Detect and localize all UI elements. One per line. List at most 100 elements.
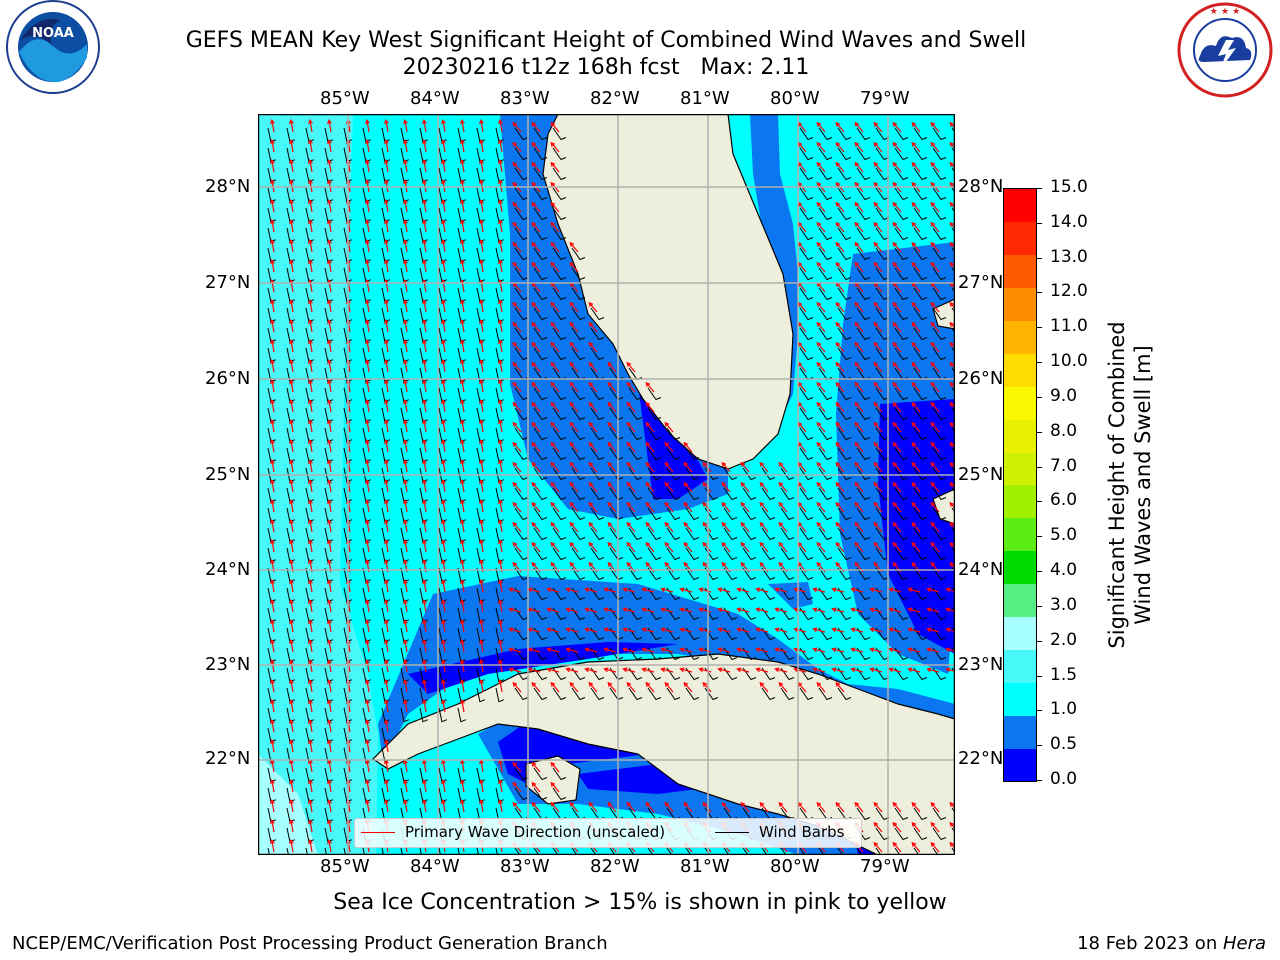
wave-direction-arrow: [588, 441, 598, 453]
wave-direction-arrow: [911, 481, 921, 493]
wave-direction-arrow: [498, 198, 503, 213]
wave-direction-arrow: [702, 501, 712, 513]
wind-barb: [647, 667, 662, 681]
wind-barb: [267, 847, 270, 855]
wave-direction-arrow: [873, 141, 883, 153]
wind-barb: [552, 387, 567, 401]
wind-barb: [780, 687, 795, 701]
wave-direction-arrow: [327, 118, 332, 133]
wave-direction-arrow: [512, 761, 522, 773]
wave-direction-arrow: [441, 498, 446, 513]
wave-direction-arrow: [892, 841, 902, 853]
wave-direction-arrow: [550, 761, 560, 773]
wind-barb: [457, 707, 467, 723]
wind-barb: [856, 547, 871, 561]
wave-direction-arrow: [308, 598, 313, 613]
wave-direction-arrow: [607, 361, 617, 373]
wave-direction-arrow: [498, 218, 503, 233]
wind-barb: [419, 707, 429, 723]
wave-direction-arrow: [441, 338, 446, 353]
wind-barb: [552, 647, 567, 661]
wave-direction-arrow: [721, 481, 731, 493]
wave-direction-arrow: [441, 158, 446, 173]
wind-barb: [552, 247, 567, 261]
wave-direction-arrow: [289, 718, 294, 733]
wind-barb: [932, 247, 947, 261]
wind-barb: [799, 407, 814, 421]
wave-direction-arrow: [384, 198, 389, 213]
wave-direction-arrow: [270, 718, 275, 733]
wave-direction-arrow: [422, 258, 427, 273]
wind-barb: [799, 147, 814, 161]
wave-direction-arrow: [778, 541, 788, 553]
wave-direction-arrow: [441, 298, 446, 313]
wave-direction-arrow: [607, 461, 617, 473]
wind-barb: [552, 327, 567, 341]
wave-direction-arrow: [816, 441, 826, 453]
wind-barb: [894, 387, 909, 401]
wind-barb: [514, 287, 529, 301]
wave-direction-arrow: [403, 678, 408, 693]
wave-direction-arrow: [945, 667, 955, 673]
wind-barb: [685, 527, 700, 541]
wave-direction-arrow: [930, 521, 940, 533]
wave-direction-arrow: [384, 298, 389, 313]
wind-barb: [343, 847, 346, 855]
legend-wave-label: Primary Wave Direction (unscaled): [405, 823, 666, 841]
wave-direction-arrow: [365, 578, 370, 593]
wind-barb: [799, 667, 814, 681]
wave-direction-arrow: [289, 118, 294, 133]
wind-barb: [932, 567, 947, 581]
wave-direction-arrow: [270, 418, 275, 433]
wave-direction-arrow: [308, 698, 313, 713]
wave-direction-arrow: [422, 458, 427, 473]
wave-direction-arrow: [873, 121, 883, 133]
wave-direction-arrow: [531, 761, 541, 773]
wave-direction-arrow: [289, 518, 294, 533]
wind-barb: [628, 407, 643, 421]
wind-barb: [799, 587, 814, 601]
wave-direction-arrow: [441, 118, 446, 133]
colorbar-tick-mark: [1036, 362, 1042, 364]
wave-direction-arrow: [384, 418, 389, 433]
wave-direction-arrow: [907, 607, 921, 613]
wind-barb: [856, 507, 871, 521]
wave-direction-arrow: [854, 241, 864, 253]
wind-barb: [799, 127, 814, 141]
wave-direction-arrow: [422, 518, 427, 533]
wave-direction-arrow: [460, 578, 465, 593]
wave-direction-arrow: [531, 381, 541, 393]
wave-direction-arrow: [873, 441, 883, 453]
wave-direction-arrow: [778, 521, 788, 533]
wind-barb: [894, 167, 909, 181]
colorbar-swatches: [1004, 189, 1036, 782]
wind-barb: [590, 347, 605, 361]
wind-barb: [571, 267, 586, 281]
colorbar-tick-label: 15.0: [1050, 177, 1088, 197]
wave-direction-arrow: [622, 627, 636, 633]
wave-direction-arrow: [531, 141, 541, 153]
wind-barb: [571, 347, 586, 361]
lat-label-right-25: 25°N: [958, 464, 1004, 485]
wind-barb: [552, 767, 567, 781]
wave-direction-arrow: [327, 418, 332, 433]
wave-direction-arrow: [512, 121, 522, 133]
wind-barb: [514, 507, 529, 521]
wave-direction-arrow: [930, 301, 940, 313]
wind-barb: [723, 587, 738, 601]
wave-direction-arrow: [308, 478, 313, 493]
wave-direction-arrow: [835, 481, 845, 493]
wave-direction-arrow: [835, 541, 845, 553]
wave-direction-arrow: [498, 618, 503, 633]
wind-barb: [799, 527, 814, 541]
wind-barb: [932, 407, 947, 421]
wind-barb: [514, 407, 529, 421]
wind-barb: [818, 147, 833, 161]
wave-direction-arrow: [403, 218, 408, 233]
wind-barb: [628, 847, 635, 855]
wave-direction-arrow: [869, 607, 883, 613]
footer-host: Hera: [1222, 933, 1266, 954]
wind-barb: [818, 467, 833, 481]
wave-direction-arrow: [854, 321, 864, 333]
wind-barb: [856, 627, 871, 641]
